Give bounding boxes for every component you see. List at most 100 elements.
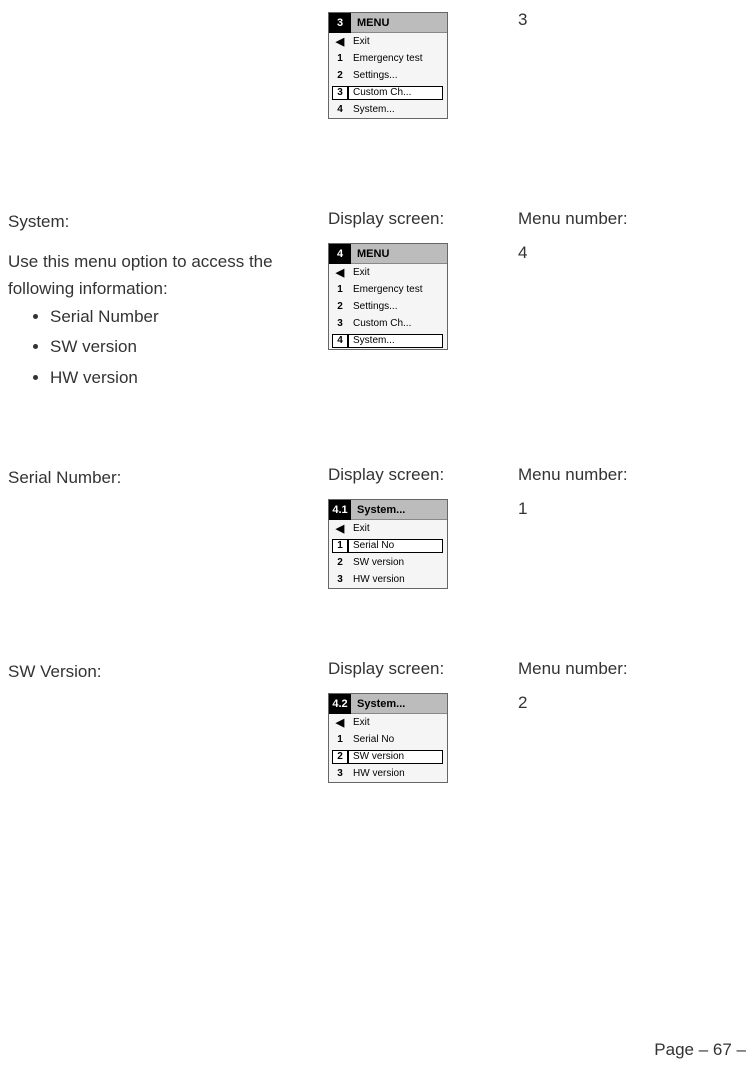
display-col-0: 3 MENU ◀Exit 1Emergency test 2Settings..… (328, 10, 508, 119)
device-screen-42: 4.2 System... ◀Exit 1Serial No 2SW versi… (328, 693, 448, 783)
back-icon: ◀ (331, 522, 349, 535)
menu-number-value: 1 (518, 499, 527, 518)
menu-row-label: Exit (349, 36, 447, 47)
menu-row-label: Serial No (348, 539, 443, 553)
device-title-num: 4 (329, 244, 351, 264)
left-title: SW Version: (8, 659, 318, 685)
menu-row-num: 2 (331, 557, 349, 568)
menu-row-num: 2 (331, 70, 349, 81)
back-icon: ◀ (331, 716, 349, 729)
menu-row-4[interactable]: 4System... (329, 332, 447, 349)
device-title-text: MENU (351, 248, 389, 260)
menu-row-2[interactable]: 2Settings... (329, 67, 447, 84)
menu-row-label: HW version (349, 574, 447, 585)
menu-row-2[interactable]: 2SW version (329, 748, 447, 765)
display-col-1: Display screen: 4 MENU ◀Exit 1Emergency … (328, 209, 508, 395)
bullet-item: Serial Number (50, 304, 318, 330)
menu-row-label: Exit (349, 267, 447, 278)
display-col-2: Display screen: 4.1 System... ◀Exit 1Ser… (328, 465, 508, 589)
left-title: System: (8, 209, 318, 235)
device-titlebar: 4.2 System... (329, 694, 447, 714)
menu-row-1[interactable]: 1Emergency test (329, 281, 447, 298)
menu-row-2[interactable]: 2Settings... (329, 298, 447, 315)
menu-row-4[interactable]: 4System... (329, 101, 447, 118)
menu-row-label: Emergency test (349, 53, 447, 64)
menu-row-num: 4 (332, 334, 348, 348)
menu-row-num: 1 (331, 734, 349, 745)
menu-number-value: 3 (518, 10, 714, 30)
menu-row-label: Serial No (349, 734, 447, 745)
section-system: System: Use this menu option to access t… (8, 209, 714, 395)
menu-row-label: HW version (349, 768, 447, 779)
menu-row-1[interactable]: 1Serial No (329, 537, 447, 554)
menu-row-label: Exit (349, 523, 447, 534)
menu-number-col-1: Menu number: 4 (518, 209, 714, 395)
menu-row-label: System... (348, 334, 443, 348)
menu-label: Menu number: (518, 659, 714, 679)
left-col-system: System: Use this menu option to access t… (8, 209, 318, 395)
menu-row-label: Exit (349, 717, 447, 728)
device-title-text: System... (351, 698, 405, 710)
menu-row-num: 1 (331, 53, 349, 64)
device-screen-3: 3 MENU ◀Exit 1Emergency test 2Settings..… (328, 12, 448, 119)
menu-row-num: 3 (332, 86, 348, 100)
menu-row-3[interactable]: 3HW version (329, 765, 447, 782)
section-sw-version: SW Version: Display screen: 4.2 System..… (8, 659, 714, 783)
device-title-num: 3 (329, 13, 351, 33)
device-titlebar: 4.1 System... (329, 500, 447, 520)
menu-row-num: 3 (331, 768, 349, 779)
menu-row-3[interactable]: 3Custom Ch... (329, 315, 447, 332)
display-label: Display screen: (328, 209, 508, 229)
bullet-item: SW version (50, 334, 318, 360)
menu-row-label: SW version (349, 557, 447, 568)
menu-row-1[interactable]: 1Serial No (329, 731, 447, 748)
device-screen-4: 4 MENU ◀Exit 1Emergency test 2Settings..… (328, 243, 448, 350)
menu-row-label: SW version (348, 750, 443, 764)
menu-row-label: Settings... (349, 70, 447, 81)
device-title-text: MENU (351, 17, 389, 29)
display-col-3: Display screen: 4.2 System... ◀Exit 1Ser… (328, 659, 508, 783)
menu-row-num: 1 (332, 539, 348, 553)
menu-row-3[interactable]: 3HW version (329, 571, 447, 588)
menu-row-label: System... (349, 104, 447, 115)
menu-row-num: 1 (331, 284, 349, 295)
page-footer: Page – 67 – (654, 1040, 746, 1060)
menu-row-exit[interactable]: ◀Exit (329, 714, 447, 731)
menu-label: Menu number: (518, 209, 714, 229)
menu-row-1[interactable]: 1Emergency test (329, 50, 447, 67)
menu-row-2[interactable]: 2SW version (329, 554, 447, 571)
section-serial-number: Serial Number: Display screen: 4.1 Syste… (8, 465, 714, 589)
back-icon: ◀ (331, 35, 349, 48)
menu-number-col-0: 3 (518, 10, 714, 119)
menu-row-exit[interactable]: ◀Exit (329, 264, 447, 281)
left-col-serial: Serial Number: (8, 465, 318, 589)
intro-text: Use this menu option to access the follo… (8, 252, 273, 297)
menu-row-num: 3 (331, 574, 349, 585)
menu-row-num: 2 (332, 750, 348, 764)
display-label: Display screen: (328, 465, 508, 485)
back-icon: ◀ (331, 266, 349, 279)
menu-row-num: 4 (331, 104, 349, 115)
menu-number-col-2: Menu number: 1 (518, 465, 714, 589)
menu-row-num: 3 (331, 318, 349, 329)
menu-row-num: 2 (331, 301, 349, 312)
menu-number-col-3: Menu number: 2 (518, 659, 714, 783)
left-title: Serial Number: (8, 465, 318, 491)
section-custom-ch: . 3 MENU ◀Exit 1Emergency test 2Settings… (8, 10, 714, 119)
display-label: Display screen: (328, 659, 508, 679)
left-col-sw: SW Version: (8, 659, 318, 783)
menu-row-exit[interactable]: ◀Exit (329, 520, 447, 537)
menu-row-label: Emergency test (349, 284, 447, 295)
menu-row-exit[interactable]: ◀Exit (329, 33, 447, 50)
device-title-num: 4.1 (329, 500, 351, 520)
device-title-text: System... (351, 504, 405, 516)
menu-label: Menu number: (518, 465, 714, 485)
menu-row-3[interactable]: 3Custom Ch... (329, 84, 447, 101)
device-screen-41: 4.1 System... ◀Exit 1Serial No 2SW versi… (328, 499, 448, 589)
menu-number-value: 4 (518, 243, 527, 262)
menu-row-label: Settings... (349, 301, 447, 312)
menu-number-value: 2 (518, 693, 527, 712)
device-titlebar: 3 MENU (329, 13, 447, 33)
device-title-num: 4.2 (329, 694, 351, 714)
bullet-list: Serial Number SW version HW version (8, 304, 318, 391)
